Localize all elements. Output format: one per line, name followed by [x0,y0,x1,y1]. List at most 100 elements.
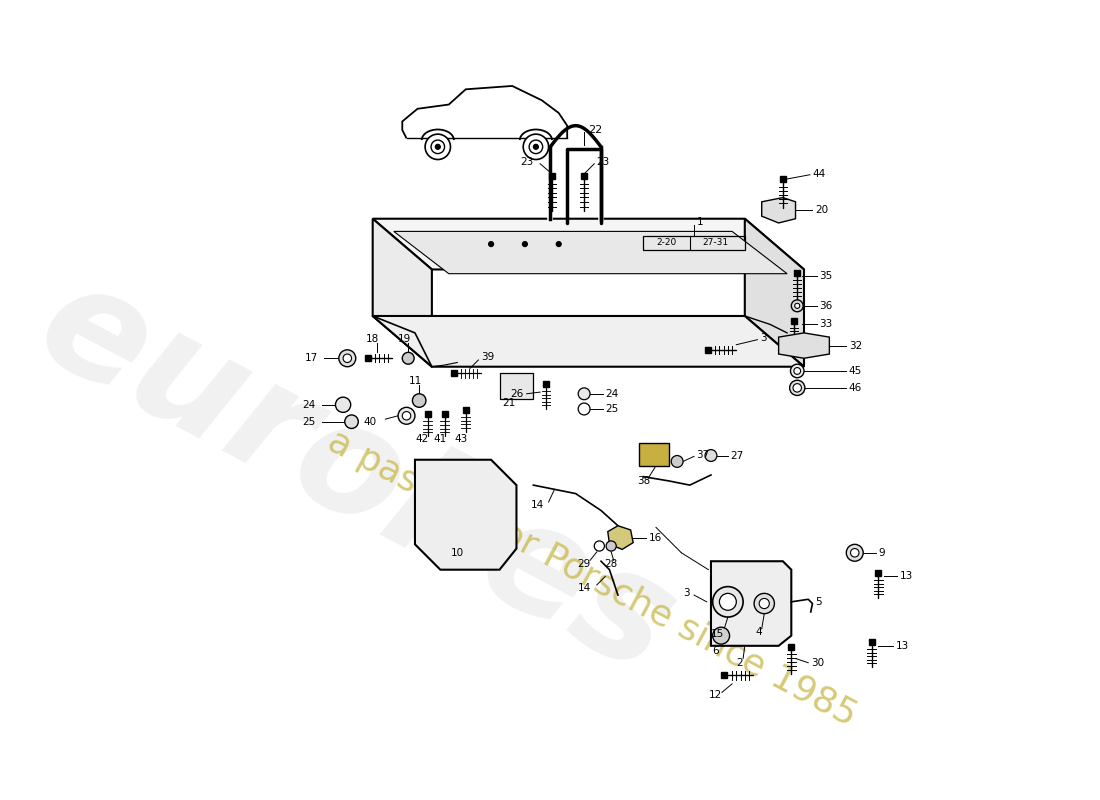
Circle shape [488,242,494,246]
Text: 13: 13 [895,641,909,651]
Text: 36: 36 [820,301,833,311]
Circle shape [557,242,561,246]
Text: 10: 10 [451,548,464,558]
Text: 27: 27 [730,450,744,461]
Text: 21: 21 [502,398,515,408]
Circle shape [793,384,802,392]
Text: 24: 24 [301,400,316,410]
Text: 6: 6 [712,646,718,656]
Text: 26: 26 [510,389,524,398]
Circle shape [529,140,542,154]
Text: 32: 32 [849,341,862,350]
Circle shape [339,350,355,366]
Text: 43: 43 [455,434,469,445]
Text: 3: 3 [760,333,767,343]
Circle shape [425,134,451,159]
Text: 9: 9 [879,548,886,558]
Polygon shape [394,231,788,274]
Circle shape [713,586,744,617]
Text: 20: 20 [815,206,828,215]
Polygon shape [779,333,829,358]
Text: 11: 11 [409,376,422,386]
Text: 16: 16 [648,533,661,542]
Text: 35: 35 [820,271,833,282]
Text: 12: 12 [708,690,722,700]
Text: 23: 23 [596,157,609,167]
Circle shape [755,594,774,614]
Text: 29: 29 [578,558,591,569]
Text: a passion for Porsche since 1985: a passion for Porsche since 1985 [322,424,862,733]
Circle shape [794,303,800,308]
Text: 2: 2 [736,658,743,668]
Circle shape [522,242,527,246]
Text: 42: 42 [415,434,428,445]
Text: 41: 41 [433,434,447,445]
Polygon shape [608,526,634,550]
Circle shape [759,598,769,609]
Text: 22: 22 [588,125,603,135]
Text: 24: 24 [605,389,618,398]
Circle shape [594,541,604,551]
Text: 14: 14 [578,583,591,594]
Circle shape [579,403,590,415]
Circle shape [343,354,352,362]
Circle shape [791,300,803,312]
Circle shape [846,544,864,562]
Text: 17: 17 [305,354,318,363]
Text: euroPes: euroPes [14,248,697,706]
Circle shape [713,627,729,644]
Text: 30: 30 [811,658,824,668]
Bar [644,236,745,250]
Circle shape [719,594,736,610]
Text: 38: 38 [637,476,650,486]
Circle shape [336,397,351,412]
Text: 37: 37 [696,450,710,460]
Text: 33: 33 [820,319,833,330]
Circle shape [344,415,359,429]
Text: 39: 39 [481,351,494,362]
Polygon shape [415,460,517,570]
Circle shape [606,541,616,551]
Text: 19: 19 [398,334,411,344]
Circle shape [534,144,538,150]
Text: 13: 13 [900,571,913,582]
Text: 2-20: 2-20 [656,238,676,247]
Circle shape [403,411,410,420]
Polygon shape [745,218,804,366]
Polygon shape [499,374,534,399]
Text: 4: 4 [756,627,762,638]
Text: 27-31: 27-31 [702,238,728,247]
Circle shape [671,455,683,467]
Polygon shape [373,218,432,366]
Text: 45: 45 [849,366,862,376]
Text: 14: 14 [531,499,544,510]
Text: 44: 44 [813,169,826,179]
Text: 1: 1 [696,217,703,227]
Text: 40: 40 [364,417,377,426]
Text: 46: 46 [849,383,862,393]
Polygon shape [373,316,804,366]
Text: 18: 18 [366,334,379,344]
Text: 15: 15 [711,629,725,639]
Circle shape [705,450,717,462]
Circle shape [850,549,859,557]
Text: 28: 28 [605,558,618,569]
Text: 5: 5 [815,597,822,607]
Circle shape [791,364,804,378]
Circle shape [790,380,805,395]
Circle shape [403,352,414,364]
Text: 25: 25 [605,404,618,414]
Polygon shape [761,198,795,223]
Text: 3: 3 [683,588,690,598]
Polygon shape [711,562,791,646]
Polygon shape [373,218,804,270]
Circle shape [524,134,549,159]
Text: 23: 23 [520,157,534,167]
Circle shape [579,388,590,400]
Circle shape [431,140,444,154]
Circle shape [412,394,426,407]
Circle shape [398,407,415,424]
Polygon shape [639,443,669,466]
Circle shape [436,144,440,150]
Text: 25: 25 [301,417,316,426]
